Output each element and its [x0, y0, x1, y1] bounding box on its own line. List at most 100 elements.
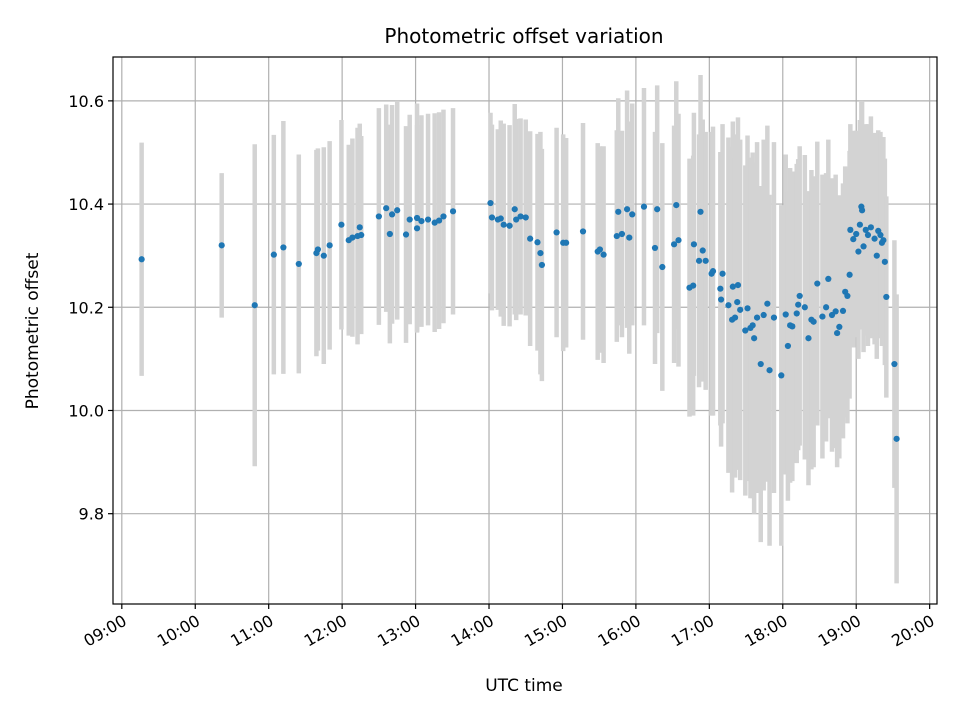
data-point [757, 360, 764, 368]
data-point [814, 280, 821, 287]
data-point [744, 305, 751, 312]
y-axis-label: Photometric offset [23, 252, 43, 409]
data-point [623, 206, 631, 213]
data-point [251, 302, 258, 309]
data-point [699, 247, 706, 254]
data-point [615, 208, 622, 215]
data-point [881, 258, 888, 265]
data-point [487, 199, 494, 207]
data-point [737, 306, 744, 313]
x-axis-label: UTC time [485, 676, 563, 696]
chart-title: Photometric offset variation [384, 24, 663, 48]
data-point [326, 242, 333, 249]
data-point [836, 323, 843, 330]
data-point [793, 310, 800, 317]
data-point [388, 211, 396, 218]
data-point [596, 246, 604, 253]
data-point [600, 251, 607, 258]
data-point [386, 230, 393, 238]
y-tick-label: 10.4 [68, 195, 104, 214]
y-tick-label: 9.8 [79, 505, 104, 524]
data-point [270, 251, 277, 258]
data-point [742, 327, 749, 334]
data-point [856, 221, 863, 228]
data-point [673, 202, 680, 209]
data-point [760, 311, 767, 319]
data-point [782, 311, 789, 318]
data-point [751, 335, 758, 342]
data-point [413, 225, 421, 232]
data-point [823, 304, 830, 311]
data-point [383, 205, 390, 212]
data-point [789, 323, 796, 330]
data-point [844, 292, 851, 300]
data-point [850, 236, 857, 243]
data-point [697, 208, 704, 215]
data-point [749, 322, 756, 329]
data-point [618, 230, 626, 238]
data-point [764, 300, 771, 307]
data-point [651, 244, 659, 252]
data-point [320, 252, 327, 259]
data-point [449, 208, 457, 215]
data-point [670, 241, 678, 248]
data-point [338, 221, 345, 228]
data-point [435, 217, 443, 224]
data-point [717, 296, 725, 303]
data-point [784, 342, 792, 350]
plot-frame [112, 56, 938, 605]
data-point [280, 244, 287, 251]
data-point [867, 224, 875, 231]
data-point [640, 203, 648, 210]
data-point [729, 283, 736, 290]
data-point [654, 206, 661, 213]
data-point [418, 218, 425, 225]
data-point [579, 228, 587, 235]
data-point [314, 246, 321, 253]
data-point [537, 249, 544, 257]
data-point [801, 304, 808, 311]
data-point [500, 221, 507, 228]
data-point [877, 231, 884, 239]
data-point [413, 214, 421, 222]
data-point [770, 314, 778, 321]
data-point [805, 335, 812, 342]
data-point [825, 275, 832, 282]
data-point [846, 271, 853, 278]
data-point [834, 329, 841, 337]
data-point [873, 252, 880, 259]
data-point [753, 314, 761, 321]
data-point [527, 235, 534, 242]
data-point [138, 256, 145, 263]
data-point [832, 308, 839, 315]
data-point [893, 435, 900, 442]
y-tick-label: 10.0 [68, 401, 104, 420]
y-tick-label: 10.2 [68, 298, 104, 317]
data-point [891, 360, 898, 368]
data-point [513, 216, 520, 223]
data-point [864, 231, 872, 239]
data-point [522, 214, 529, 221]
data-point [796, 292, 803, 300]
data-point [218, 242, 225, 249]
data-point [855, 248, 862, 255]
data-point [295, 260, 302, 268]
data-point [394, 207, 401, 214]
data-point [778, 372, 785, 379]
data-point [880, 237, 887, 244]
data-point [883, 293, 890, 301]
data-point [553, 229, 560, 236]
data-point [402, 231, 410, 238]
data-point [695, 257, 703, 264]
data-point [690, 282, 697, 289]
data-point [795, 301, 802, 308]
y-axis: 9.8 10.0 10.2 10.4 10.6 [68, 92, 113, 524]
data-point [725, 302, 732, 309]
data-point [719, 270, 726, 277]
data-point [517, 213, 524, 220]
data-point [810, 318, 817, 325]
data-point [440, 213, 447, 220]
data-point [675, 237, 682, 244]
data-point [613, 232, 620, 240]
